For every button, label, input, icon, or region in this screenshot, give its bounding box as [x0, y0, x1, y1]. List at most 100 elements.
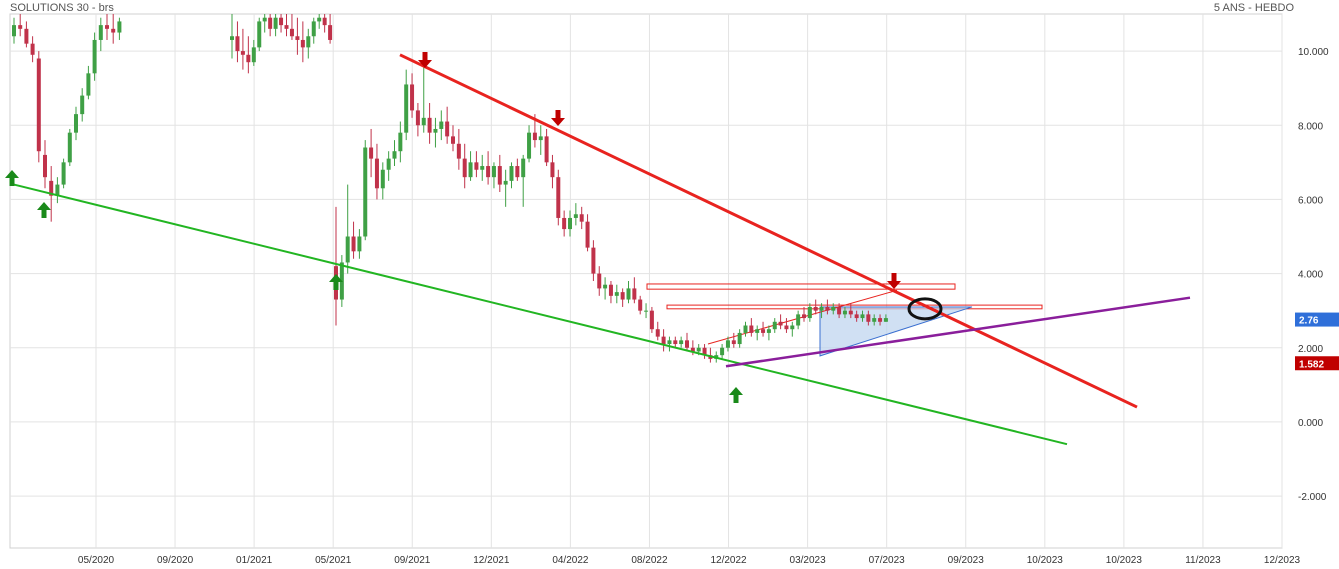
candle-body [49, 180, 54, 196]
candle-body [398, 132, 403, 152]
arrow-shaft [555, 110, 561, 118]
grid-layer [9, 13, 1283, 549]
candle-body [585, 221, 590, 248]
candle-body [614, 292, 619, 296]
candle-body [638, 299, 643, 311]
x-tick-label: 09/2023 [948, 555, 985, 566]
candle-body [345, 236, 350, 263]
x-tick-label: 05/2020 [78, 555, 115, 566]
candle-body [632, 288, 637, 300]
candle-body [725, 340, 730, 348]
candle-body [579, 214, 584, 222]
candle-body [445, 121, 450, 137]
candle-body [702, 347, 707, 356]
candle-body [626, 288, 631, 300]
arrow-down-marker [551, 110, 565, 126]
candle-body [509, 166, 514, 181]
candle-body [796, 314, 801, 326]
candle-body [30, 43, 35, 55]
price-marker-badge [1295, 312, 1339, 327]
triangle-pattern [819, 306, 973, 357]
candle-body [497, 166, 502, 185]
x-tick-label: 12/2021 [473, 555, 510, 566]
candle-body [415, 110, 420, 126]
candle-body [673, 340, 678, 345]
x-tick-label: 04/2022 [552, 555, 589, 566]
x-tick-label: 11/2023 [1185, 555, 1221, 566]
price-marker-label: 2.76 [1299, 316, 1319, 327]
arrow-shaft [733, 395, 739, 403]
candle-body [755, 329, 760, 333]
x-tick-label: 05/2021 [315, 555, 352, 566]
candle-body [273, 17, 278, 29]
price-marker-label: 1.582 [1299, 359, 1324, 370]
candle-body [36, 58, 41, 152]
candle-body [67, 132, 72, 163]
x-tick-label: 10/2023 [1106, 555, 1143, 566]
y-tick-label: 6.000 [1298, 195, 1323, 206]
candle-body [357, 236, 362, 252]
arrow-head [551, 118, 565, 126]
candle-body [262, 17, 267, 22]
candle-body [80, 95, 85, 115]
candle-body [749, 325, 754, 333]
candle-body [117, 21, 122, 33]
candle-body [878, 318, 883, 322]
candle-body [351, 236, 356, 252]
arrow-up-marker [37, 202, 51, 218]
x-tick-label: 01/2021 [236, 555, 273, 566]
candle-body [427, 117, 432, 133]
candle-body [515, 166, 520, 178]
candle-body [591, 247, 596, 274]
candle-body [866, 314, 871, 322]
candle-body [268, 17, 273, 29]
candle-body [883, 318, 888, 322]
candle-body [761, 329, 766, 333]
x-tick-label: 12/2023 [1264, 555, 1301, 566]
candle-body [837, 306, 842, 315]
price-marker-badge [1295, 356, 1339, 371]
candle-body [404, 84, 409, 133]
candle-body [486, 166, 491, 178]
candle-body [825, 306, 830, 311]
candle-body [61, 162, 66, 185]
arrow-shaft [422, 52, 428, 60]
chart-subtitle: 5 ANS - HEBDO [1213, 2, 1294, 14]
candle-body [43, 154, 47, 178]
breakout-circle [907, 297, 943, 321]
candle-body [848, 310, 853, 315]
arrow-head [418, 60, 432, 68]
candle-body [568, 217, 572, 230]
candle-body [620, 292, 625, 300]
arrow-shaft [333, 282, 339, 290]
arrow-down-marker [418, 52, 432, 68]
candle-body [86, 73, 91, 96]
candle-body [328, 25, 333, 40]
candle-body [392, 151, 397, 159]
candle-body [18, 25, 23, 29]
arrow-head [5, 170, 19, 178]
candle-body [685, 340, 689, 348]
candle-body [246, 54, 251, 63]
candle-body [311, 21, 316, 37]
candle-body [279, 17, 284, 26]
y-tick-label: 8.000 [1298, 121, 1323, 132]
candle-body [790, 325, 795, 330]
candle-body [807, 306, 812, 319]
candle-body [451, 136, 455, 144]
downtrend-resistance-line [399, 53, 1138, 409]
rising-support-line [725, 296, 1191, 368]
y-tick-label: 10.000 [1298, 47, 1329, 58]
axis-layer: 10.000 8.000 6.000 4.000 2.000 0.000 -2.000 05/… [78, 47, 1339, 566]
candle-body [644, 310, 649, 312]
arrow-down-marker [887, 273, 901, 289]
x-tick-label: 07/2023 [869, 555, 906, 566]
arrow-up-marker [329, 274, 343, 290]
candle-body [696, 347, 701, 352]
candle-body [679, 340, 684, 345]
candle-body [105, 25, 109, 29]
candle-body [772, 321, 777, 330]
candle-body [410, 84, 415, 111]
